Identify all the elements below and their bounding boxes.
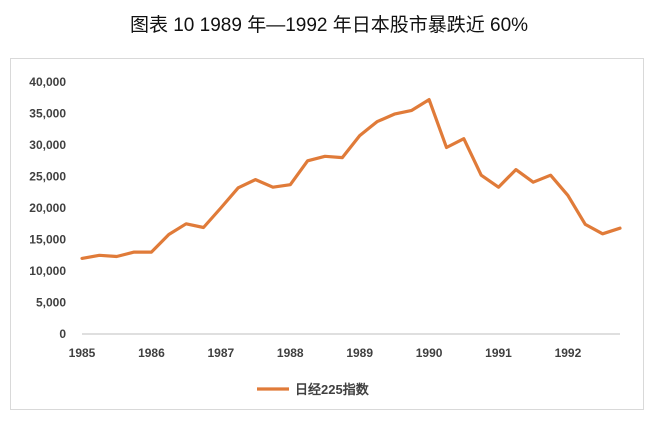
- y-tick-label: 30,000: [29, 138, 66, 152]
- chart-title: 图表 10 1989 年—1992 年日本股市暴跌近 60%: [129, 15, 529, 36]
- y-tick-label: 10,000: [29, 264, 66, 278]
- legend: 日经225指数: [257, 382, 370, 397]
- y-tick-label: 35,000: [29, 107, 66, 121]
- x-axis-ticks: 1985 1986 1987 1988 1989 1990 1991 1992: [69, 346, 582, 360]
- series-line: [80, 97, 622, 260]
- x-tick-label: 1992: [555, 346, 582, 360]
- y-tick-label: 0: [59, 327, 66, 341]
- y-tick-label: 20,000: [29, 201, 66, 215]
- legend-label: 日经225指数: [295, 382, 370, 397]
- y-tick-label: 25,000: [29, 170, 66, 184]
- x-tick-label: 1987: [207, 346, 234, 360]
- chart-frame: [10, 58, 644, 410]
- x-tick-label: 1991: [485, 346, 512, 360]
- x-tick-label: 1988: [277, 346, 304, 360]
- y-tick-label: 40,000: [29, 75, 66, 89]
- x-tick-label: 1986: [138, 346, 165, 360]
- y-tick-label: 15,000: [29, 233, 66, 247]
- series-group: [80, 97, 622, 260]
- y-axis-ticks: 0 5,000 10,000 15,000 20,000 25,000 30,000 35,0…: [29, 75, 66, 341]
- y-tick-label: 5,000: [36, 296, 66, 310]
- x-tick-label: 1990: [416, 346, 443, 360]
- x-tick-label: 1989: [346, 346, 373, 360]
- x-tick-label: 1985: [69, 346, 96, 360]
